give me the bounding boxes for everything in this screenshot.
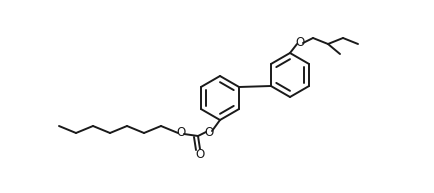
Text: O: O: [204, 125, 214, 139]
Text: O: O: [296, 36, 305, 49]
Text: O: O: [176, 126, 186, 140]
Text: O: O: [195, 147, 204, 161]
